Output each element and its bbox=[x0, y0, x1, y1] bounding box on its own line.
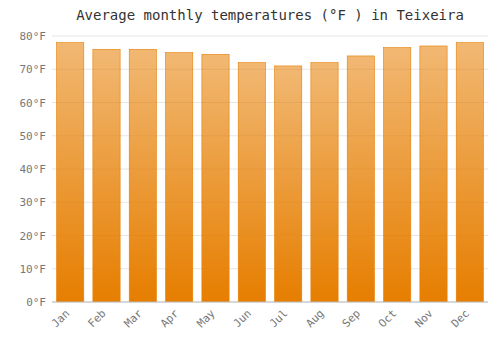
bar bbox=[166, 53, 193, 302]
x-tick-label: Jun bbox=[231, 307, 254, 330]
bar bbox=[347, 56, 374, 302]
y-tick-label: 80°F bbox=[20, 30, 47, 43]
x-tick-label: Feb bbox=[85, 307, 108, 330]
y-tick-label: 0°F bbox=[26, 296, 46, 309]
bar bbox=[238, 63, 265, 302]
x-tick-label: Jan bbox=[49, 307, 72, 330]
bar bbox=[384, 48, 411, 302]
bar bbox=[420, 46, 447, 302]
y-grid bbox=[52, 36, 488, 302]
x-tick-label: Dec bbox=[449, 307, 472, 330]
chart-svg: Average monthly temperatures (°F ) in Te… bbox=[0, 0, 500, 350]
bar bbox=[202, 54, 229, 302]
bar bbox=[129, 49, 156, 302]
bars bbox=[57, 43, 484, 302]
x-tick-label: May bbox=[194, 307, 218, 331]
y-tick-label: 70°F bbox=[20, 63, 47, 76]
bar bbox=[456, 43, 483, 302]
x-tick-label: Oct bbox=[376, 307, 399, 330]
x-tick-label: Aug bbox=[303, 307, 326, 330]
bar bbox=[275, 66, 302, 302]
y-tick-label: 10°F bbox=[20, 263, 47, 276]
y-tick-label: 50°F bbox=[20, 130, 47, 143]
title: Average monthly temperatures (°F ) in Te… bbox=[76, 7, 464, 23]
x-axis-line bbox=[52, 302, 488, 303]
y-tick-label: 60°F bbox=[20, 97, 47, 110]
x-tick-label: Jul bbox=[267, 307, 290, 330]
y-tick-label: 40°F bbox=[20, 163, 47, 176]
bar bbox=[311, 63, 338, 302]
bar bbox=[57, 43, 84, 302]
y-tick-label: 20°F bbox=[20, 230, 47, 243]
grid-line bbox=[52, 302, 488, 303]
bar bbox=[93, 49, 120, 302]
x-tick-label: Mar bbox=[122, 307, 146, 331]
grid-line bbox=[52, 36, 488, 37]
x-tick-label: Sep bbox=[340, 307, 363, 330]
y-tick-label: 30°F bbox=[20, 196, 47, 209]
chart-container: Average monthly temperatures (°F ) in Te… bbox=[0, 0, 500, 350]
x-tick-label: Nov bbox=[412, 307, 436, 331]
x-tick-label: Apr bbox=[158, 307, 182, 331]
